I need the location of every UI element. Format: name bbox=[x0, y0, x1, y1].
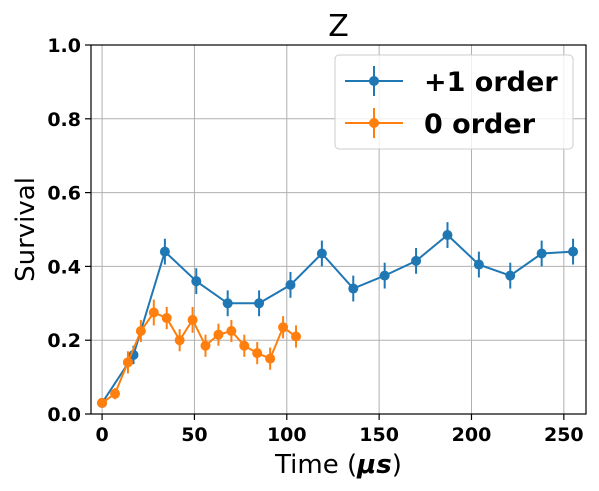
legend-frame bbox=[334, 54, 574, 150]
data-point bbox=[122, 357, 133, 368]
data-point bbox=[174, 335, 185, 346]
x-tick-label: 150 bbox=[359, 424, 399, 446]
legend-label-series-1: +1 order bbox=[424, 67, 558, 98]
x-axis-title: Time (μs) bbox=[274, 450, 402, 480]
data-point bbox=[348, 283, 359, 294]
legend: +1 order 0 order bbox=[334, 54, 574, 150]
x-tick-label: 0 bbox=[95, 424, 108, 446]
y-tick-label: 1.0 bbox=[47, 35, 81, 57]
legend-label-series-2: 0 order bbox=[424, 109, 536, 140]
data-point bbox=[254, 298, 265, 309]
data-point bbox=[285, 279, 296, 290]
data-point bbox=[265, 353, 276, 364]
data-point bbox=[252, 348, 263, 359]
data-point bbox=[536, 248, 547, 259]
x-tick-label: 100 bbox=[267, 424, 307, 446]
tick-layer: 0 50 100 150 200 250 0.0 0.2 0.4 0.6 0.8 1.0 bbox=[47, 35, 583, 446]
y-tick-label: 0.8 bbox=[47, 109, 81, 131]
data-point bbox=[213, 329, 224, 340]
series-line bbox=[101, 311, 297, 404]
data-point bbox=[278, 322, 289, 333]
x-axis-title-unit: μs bbox=[356, 450, 392, 480]
y-tick-label: 0.2 bbox=[47, 330, 81, 352]
data-point bbox=[291, 331, 302, 342]
x-axis-title-text: Time ( bbox=[274, 450, 357, 480]
data-point bbox=[473, 259, 484, 270]
x-tick-label: 50 bbox=[181, 424, 207, 446]
legend-entries bbox=[345, 66, 403, 138]
legend-marker-series-1 bbox=[369, 76, 379, 86]
x-tick-label: 250 bbox=[544, 424, 584, 446]
plot-frame bbox=[90, 44, 587, 415]
chart-title: Z bbox=[328, 9, 349, 44]
data-point bbox=[97, 397, 108, 408]
series-line bbox=[101, 233, 574, 404]
y-tick-label: 0.0 bbox=[47, 404, 81, 426]
data-point bbox=[226, 325, 237, 336]
data-point bbox=[442, 230, 453, 241]
y-axis-title: Survival bbox=[11, 177, 41, 282]
data-point bbox=[110, 388, 121, 399]
data-point bbox=[222, 298, 233, 309]
data-point bbox=[316, 248, 327, 259]
data-point bbox=[191, 276, 202, 287]
data-point bbox=[159, 246, 170, 257]
series-layer bbox=[97, 222, 579, 408]
y-tick-label: 0.4 bbox=[47, 256, 81, 278]
data-point bbox=[411, 255, 422, 266]
legend-marker-series-2 bbox=[369, 118, 379, 128]
x-tick-label: 200 bbox=[452, 424, 492, 446]
series-2 bbox=[97, 299, 302, 408]
y-tick-label: 0.6 bbox=[47, 183, 81, 205]
data-point bbox=[505, 270, 516, 281]
data-point bbox=[379, 270, 390, 281]
x-axis-title-close: ) bbox=[392, 450, 402, 480]
data-point bbox=[239, 340, 250, 351]
data-point bbox=[200, 340, 211, 351]
data-point bbox=[568, 246, 579, 257]
data-point bbox=[135, 325, 146, 336]
data-point bbox=[187, 314, 198, 325]
data-point bbox=[148, 307, 159, 318]
series-1 bbox=[97, 222, 579, 408]
data-point bbox=[161, 313, 172, 324]
